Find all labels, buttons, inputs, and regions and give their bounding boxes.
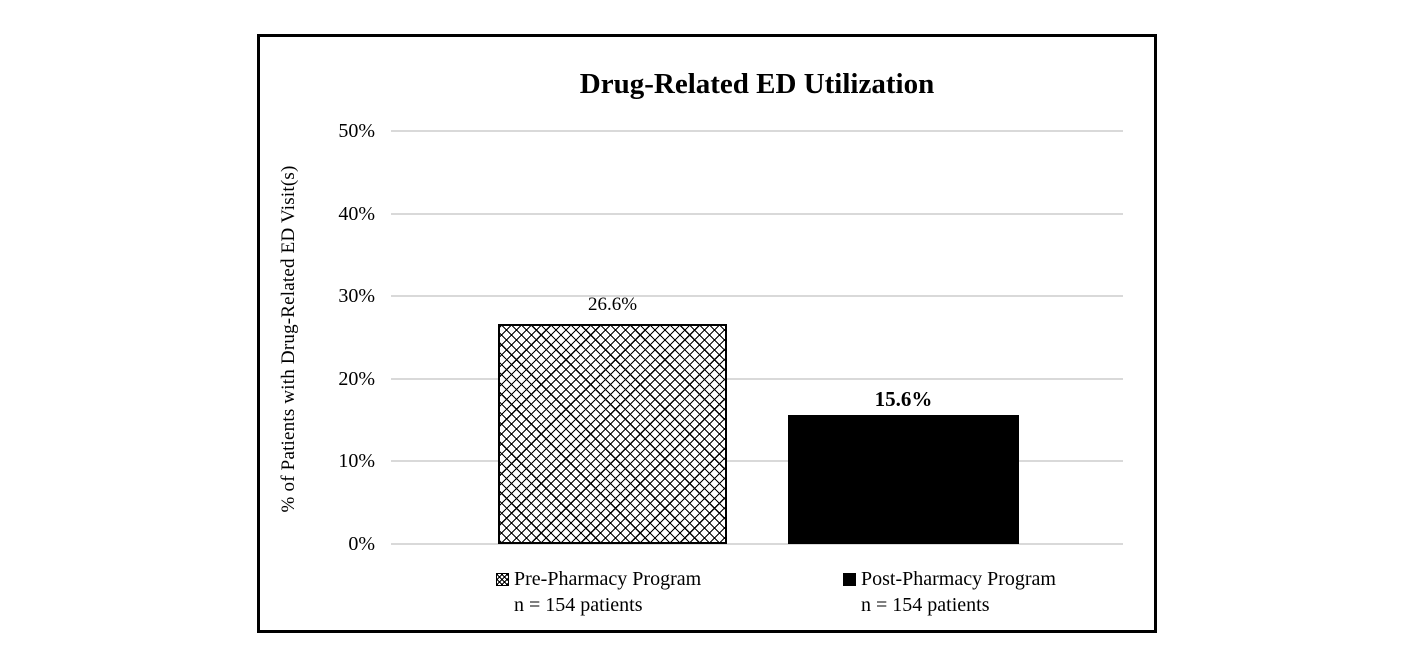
- y-tick-20: 20%: [338, 368, 375, 390]
- gridline-10: [391, 460, 1123, 462]
- y-tick-30: 30%: [338, 285, 375, 307]
- gridline-50: [391, 130, 1123, 132]
- y-tick-0: 0%: [348, 533, 375, 555]
- y-tick-40: 40%: [338, 203, 375, 225]
- gridline-30: [391, 295, 1123, 297]
- y-tick-50: 50%: [338, 120, 375, 142]
- gridline-20: [391, 378, 1123, 380]
- gridline-40: [391, 213, 1123, 215]
- bar-pre-pharmacy: [498, 324, 727, 544]
- legend-label: Pre-Pharmacy Program: [514, 568, 702, 590]
- chart-title: Drug-Related ED Utilization: [579, 68, 935, 100]
- gridline-0: [391, 543, 1123, 545]
- legend-sublabel: n = 154 patients: [861, 594, 990, 616]
- legend-label: Post-Pharmacy Program: [861, 568, 1056, 590]
- legend-entry-post-pharmacy: Post-Pharmacy Program n = 154 patients: [843, 566, 1056, 618]
- solid-swatch-icon: [843, 573, 856, 586]
- data-label-pre-pharmacy: 26.6%: [587, 294, 638, 315]
- crosshatch-swatch-icon: [496, 573, 509, 586]
- legend-text-post-pharmacy: Post-Pharmacy Program n = 154 patients: [861, 566, 1056, 618]
- y-tick-10: 10%: [338, 450, 375, 472]
- legend-text-pre-pharmacy: Pre-Pharmacy Program n = 154 patients: [514, 566, 701, 618]
- bar-post-pharmacy: [788, 415, 1019, 544]
- legend-sublabel: n = 154 patients: [514, 594, 643, 616]
- data-label-post-pharmacy: 15.6%: [874, 387, 933, 411]
- legend-entry-pre-pharmacy: Pre-Pharmacy Program n = 154 patients: [496, 566, 701, 618]
